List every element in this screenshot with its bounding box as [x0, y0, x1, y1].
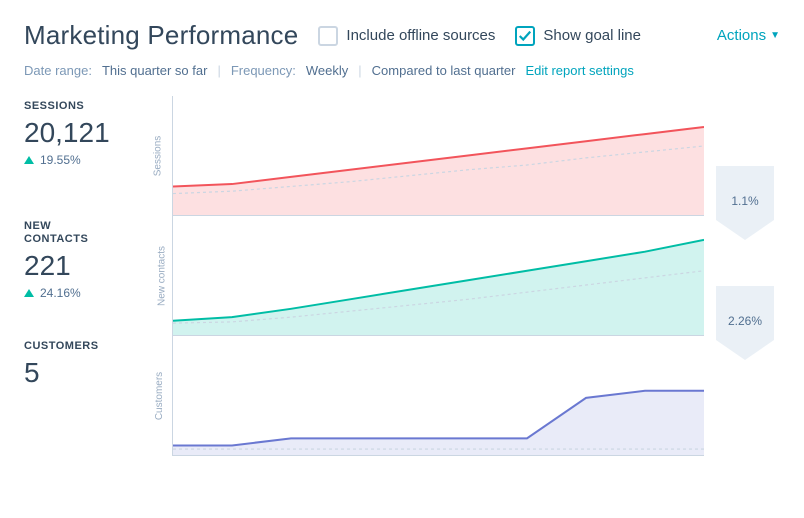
metric-rows: SESSIONS 20,121 19.55% Sessions 1.1%: [24, 96, 780, 456]
metric-delta: 24.16%: [24, 286, 144, 300]
y-axis-label: New contacts: [150, 216, 166, 336]
include-offline-checkbox[interactable]: Include offline sources: [318, 26, 495, 46]
sessions-chart: [172, 96, 704, 216]
separator: |: [358, 63, 361, 78]
funnel-pct: 2.26%: [716, 314, 774, 328]
metric-summary: NEW CONTACTS 221 24.16%: [24, 216, 144, 336]
frequency-value: Weekly: [306, 63, 348, 78]
actions-label: Actions: [717, 27, 766, 44]
metric-name: SESSIONS: [24, 100, 144, 113]
metric-row-customers: CUSTOMERS 5 Customers: [24, 336, 780, 456]
show-goal-label: Show goal line: [543, 27, 641, 44]
include-offline-label: Include offline sources: [346, 27, 495, 44]
compare-value: Compared to last quarter: [372, 63, 516, 78]
funnel-col: 2.26%: [710, 216, 780, 336]
date-range-label: Date range:: [24, 63, 92, 78]
metric-name: NEW CONTACTS: [24, 220, 114, 246]
header: Marketing Performance Include offline so…: [24, 20, 780, 51]
funnel-col: 1.1%: [710, 96, 780, 216]
contacts-chart: [172, 216, 704, 336]
metric-value: 20,121: [24, 117, 144, 149]
checkbox-box: [318, 26, 338, 46]
show-goal-checkbox[interactable]: Show goal line: [515, 26, 641, 46]
page-title: Marketing Performance: [24, 20, 298, 51]
metric-summary: CUSTOMERS 5: [24, 336, 144, 456]
frequency-label: Frequency:: [231, 63, 296, 78]
y-axis-label: Customers: [150, 336, 166, 456]
funnel-pct: 1.1%: [716, 194, 774, 208]
marketing-performance-card: Marketing Performance Include offline so…: [0, 0, 804, 466]
up-icon: [24, 289, 34, 297]
y-axis-label: Sessions: [150, 96, 166, 216]
metric-row-sessions: SESSIONS 20,121 19.55% Sessions 1.1%: [24, 96, 780, 216]
funnel-col: [710, 336, 780, 456]
date-range-value: This quarter so far: [102, 63, 208, 78]
meta-bar: Date range: This quarter so far | Freque…: [24, 63, 780, 78]
metric-delta-value: 19.55%: [40, 153, 81, 167]
separator: |: [217, 63, 220, 78]
caret-down-icon: ▼: [770, 30, 780, 41]
actions-dropdown[interactable]: Actions ▼: [717, 27, 780, 44]
customers-chart: [172, 336, 704, 456]
checkbox-box: [515, 26, 535, 46]
metric-value: 5: [24, 357, 144, 389]
check-icon: [518, 29, 532, 43]
metric-name: CUSTOMERS: [24, 340, 144, 353]
metric-delta: 19.55%: [24, 153, 144, 167]
metric-delta-value: 24.16%: [40, 286, 81, 300]
metric-summary: SESSIONS 20,121 19.55%: [24, 96, 144, 216]
edit-report-settings-link[interactable]: Edit report settings: [525, 63, 633, 78]
metric-value: 221: [24, 250, 144, 282]
metric-row-contacts: NEW CONTACTS 221 24.16% New contacts 2.2…: [24, 216, 780, 336]
up-icon: [24, 156, 34, 164]
